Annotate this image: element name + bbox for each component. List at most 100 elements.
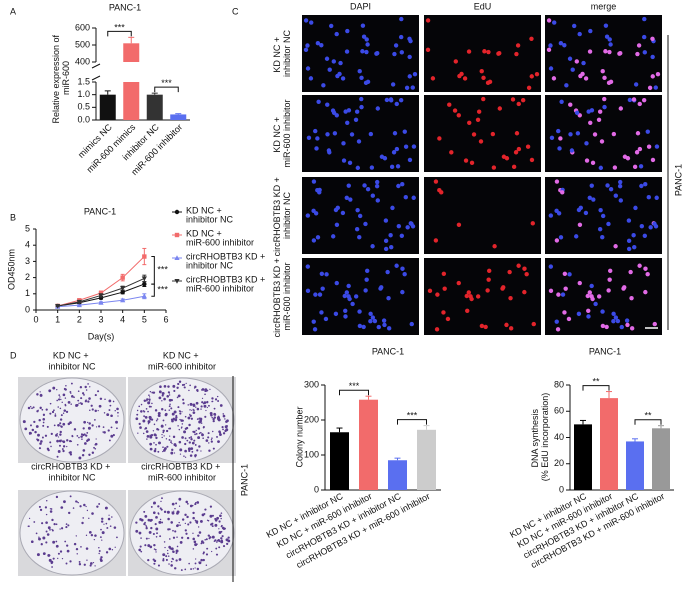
colony (42, 536, 46, 540)
cell (317, 292, 323, 297)
colony (109, 525, 112, 528)
marker (98, 293, 104, 299)
colony (155, 436, 158, 440)
cell (650, 74, 655, 79)
colony (149, 545, 153, 549)
colony (196, 522, 199, 524)
axis-break (91, 75, 101, 81)
colony (220, 530, 223, 533)
cell (626, 246, 632, 252)
cell (343, 308, 348, 313)
cell (642, 233, 648, 238)
colony (79, 386, 83, 389)
colony (218, 430, 221, 433)
x-tick-label: 4 (120, 314, 125, 324)
colony (165, 558, 168, 561)
colony (161, 408, 164, 411)
text-line: KD NC + (53, 351, 91, 361)
colony (188, 562, 190, 565)
colony (208, 449, 211, 452)
colony (209, 411, 213, 415)
cell (516, 263, 521, 268)
marker (76, 299, 82, 305)
colony (78, 456, 82, 460)
colony (93, 446, 95, 449)
colony (37, 409, 39, 411)
cell (607, 37, 612, 42)
colony (214, 523, 218, 527)
cell (363, 288, 368, 293)
colony (49, 554, 51, 557)
colony (157, 428, 160, 431)
cell (410, 85, 415, 90)
cell (587, 49, 593, 54)
colony (44, 434, 48, 437)
colony (153, 449, 157, 453)
colony (187, 523, 190, 526)
x-tick-label: 0 (33, 314, 38, 324)
cell (491, 165, 497, 170)
cell (325, 132, 330, 137)
colony (147, 410, 149, 413)
colony (77, 501, 79, 504)
cell (481, 96, 486, 102)
colony (117, 411, 119, 414)
colony (67, 524, 70, 527)
cell (372, 318, 378, 324)
colony (204, 415, 207, 418)
colony (210, 414, 213, 417)
colony (135, 417, 139, 421)
colony (163, 385, 167, 388)
y-tick-label: 3 (25, 256, 30, 266)
column-header: DAPI (350, 1, 371, 11)
y-tick-label: 0 (314, 484, 319, 494)
colony (176, 386, 179, 389)
colony (51, 528, 53, 531)
cell (584, 141, 589, 146)
colony (94, 448, 97, 450)
colony (45, 541, 48, 544)
colony (191, 409, 193, 411)
colony (153, 433, 157, 437)
colony (50, 445, 52, 448)
cell (375, 198, 380, 203)
colony (148, 421, 151, 424)
colony (42, 417, 46, 421)
colony (59, 396, 61, 398)
colony (176, 396, 179, 399)
x-tick-label: 2 (77, 314, 82, 324)
colony (200, 408, 202, 410)
colony (175, 559, 178, 562)
colony (164, 413, 168, 417)
colony (78, 560, 81, 563)
colony (86, 509, 89, 512)
colony (76, 553, 78, 555)
colony (113, 526, 117, 529)
colony (68, 440, 72, 443)
colony (156, 418, 159, 420)
cell (612, 165, 618, 170)
colony (211, 550, 213, 553)
colony (70, 382, 73, 385)
colony (194, 567, 196, 569)
cell (618, 179, 623, 185)
colony (157, 513, 160, 515)
colony (167, 385, 170, 388)
colony (79, 402, 82, 404)
cell (361, 324, 366, 330)
colony (154, 548, 157, 551)
colony (166, 510, 170, 514)
colony (176, 524, 179, 527)
cell (556, 292, 561, 297)
cell (365, 186, 371, 192)
y-tick-label: 500 (75, 39, 90, 49)
colony (50, 432, 53, 435)
colony (211, 514, 214, 517)
cell (608, 79, 614, 85)
colony (206, 400, 209, 404)
cell (437, 136, 442, 141)
colony (30, 405, 32, 408)
colony (153, 543, 156, 547)
cell (554, 179, 560, 184)
colony (105, 522, 108, 525)
